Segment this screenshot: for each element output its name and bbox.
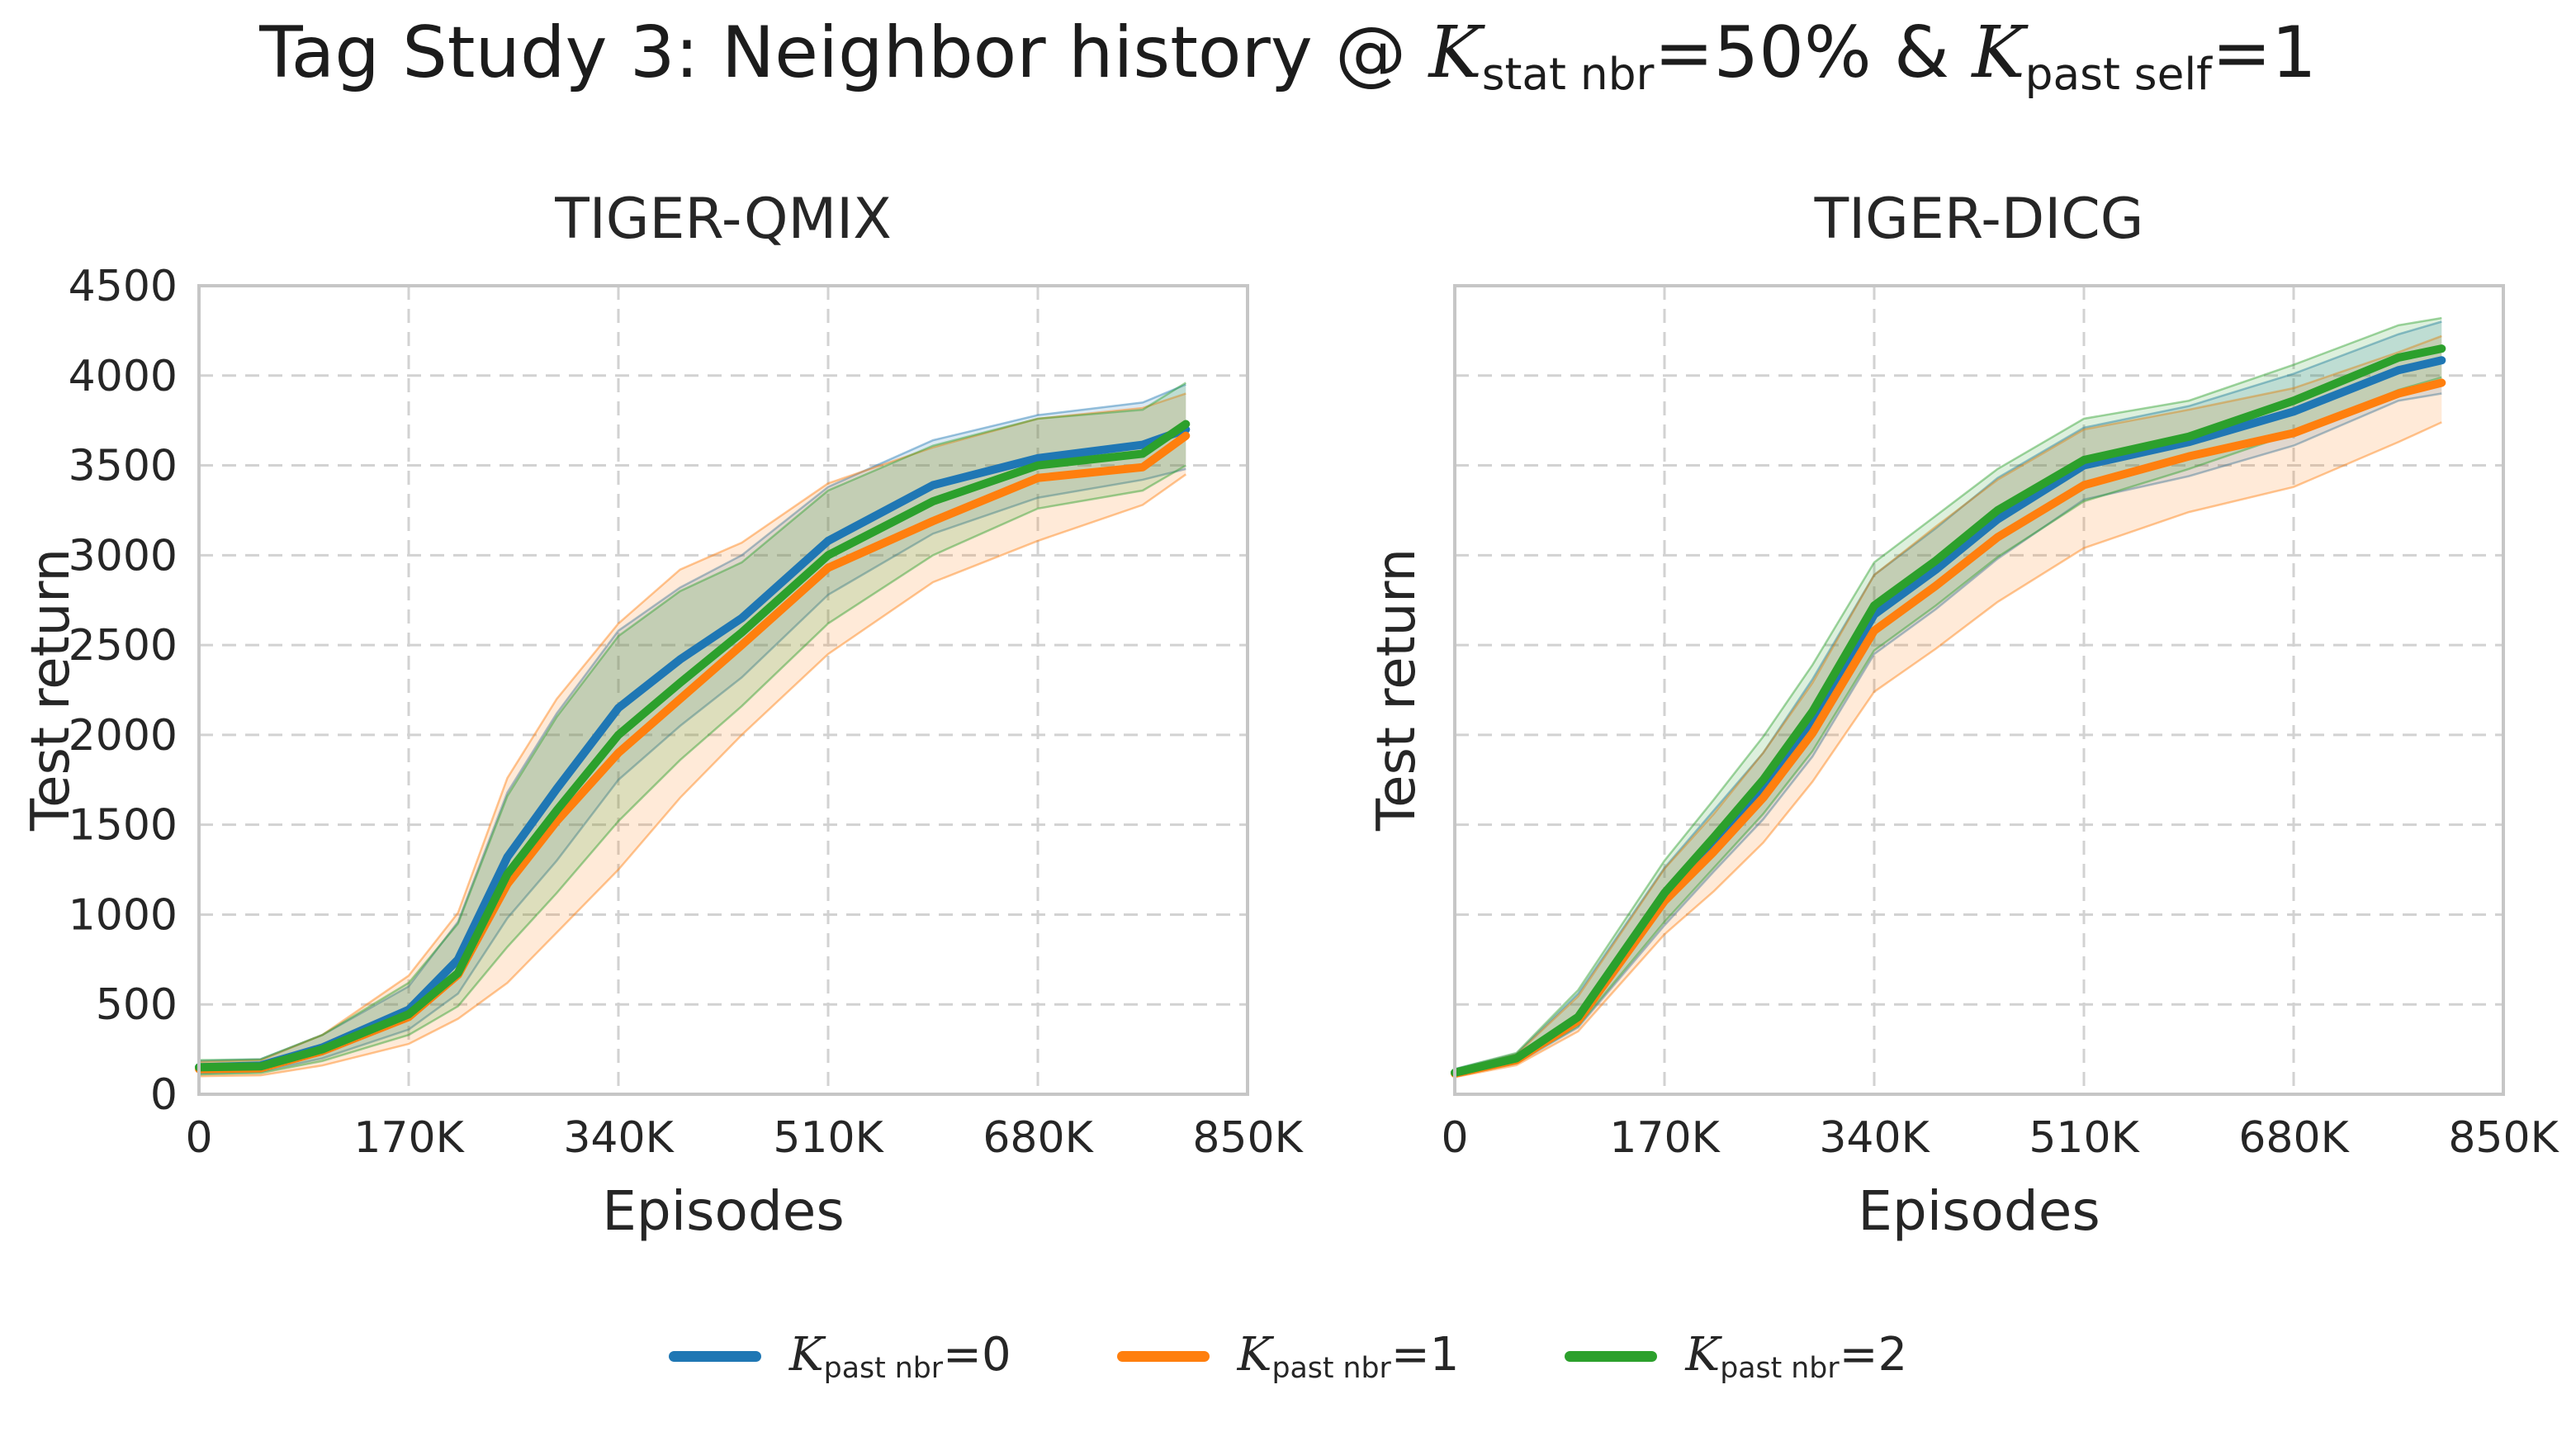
legend-k-symbol: K: [788, 1328, 824, 1382]
qmix-x-axis-label: Episodes: [602, 1179, 845, 1243]
legend-k-symbol: K: [1237, 1328, 1272, 1382]
svg-text:500: 500: [96, 980, 178, 1030]
figure-title-mid: =50% &: [1654, 12, 1972, 94]
svg-text:4000: 4000: [69, 352, 178, 401]
legend-label: Kpast nbr=0: [789, 1328, 1011, 1385]
dicg-y-axis-label: Test return: [1366, 548, 1428, 832]
svg-text:680K: 680K: [983, 1113, 1094, 1163]
svg-text:0: 0: [150, 1070, 178, 1120]
dicg-x-axis-label: Episodes: [1858, 1179, 2100, 1243]
svg-text:510K: 510K: [2029, 1113, 2140, 1163]
qmix-plot-title: TIGER-QMIX: [555, 187, 892, 252]
legend-k-subscript: past nbr: [1271, 1352, 1391, 1386]
figure-title-text: Tag Study 3: Neighbor history @: [259, 12, 1429, 94]
svg-text:3000: 3000: [69, 531, 178, 581]
figure-title-k2: K: [1972, 12, 2025, 94]
dicg-plot-title: TIGER-DICG: [1814, 187, 2144, 252]
svg-text:340K: 340K: [1819, 1113, 1930, 1163]
svg-text:680K: 680K: [2238, 1113, 2350, 1163]
svg-text:3500: 3500: [69, 442, 178, 491]
svg-text:850K: 850K: [1192, 1113, 1304, 1163]
figure-title-k2-subscript: past self: [2024, 48, 2212, 100]
legend-item-kpastnbr0: Kpast nbr=0: [668, 1328, 1011, 1385]
qmix-y-axis-label: Test return: [21, 548, 82, 832]
dicg-plot-canvas: 0 170K 340K 510K 680K 850K: [1441, 284, 2560, 1163]
svg-text:340K: 340K: [563, 1113, 675, 1163]
svg-text:850K: 850K: [2448, 1113, 2559, 1163]
legend: Kpast nbr=0 Kpast nbr=1 Kpast nbr=2: [0, 1328, 2576, 1385]
legend-line-swatch-blue: [668, 1351, 761, 1362]
svg-text:2500: 2500: [69, 621, 178, 671]
legend-label: Kpast nbr=2: [1685, 1328, 1907, 1385]
legend-item-kpastnbr2: Kpast nbr=2: [1565, 1328, 1907, 1385]
svg-text:510K: 510K: [773, 1113, 884, 1163]
figure-title-k1: K: [1428, 12, 1482, 94]
svg-text:1000: 1000: [69, 890, 178, 940]
legend-line-swatch-green: [1565, 1351, 1658, 1362]
figure-title-end: =1: [2211, 12, 2317, 94]
legend-k-value: =2: [1839, 1328, 1908, 1382]
legend-k-subscript: past nbr: [823, 1352, 944, 1386]
svg-text:4500: 4500: [69, 262, 178, 311]
legend-line-swatch-orange: [1116, 1351, 1210, 1362]
legend-k-subscript: past nbr: [1720, 1352, 1840, 1386]
figure-title-k1-subscript: stat nbr: [1481, 48, 1655, 100]
legend-k-value: =1: [1390, 1328, 1460, 1382]
svg-text:170K: 170K: [1609, 1113, 1721, 1163]
svg-text:0: 0: [185, 1113, 212, 1163]
legend-k-symbol: K: [1685, 1328, 1721, 1382]
svg-text:0: 0: [1441, 1113, 1468, 1163]
legend-label: Kpast nbr=1: [1238, 1328, 1460, 1385]
legend-k-value: =0: [943, 1328, 1011, 1382]
svg-text:1500: 1500: [69, 801, 178, 851]
legend-item-kpastnbr1: Kpast nbr=1: [1116, 1328, 1460, 1385]
figure-title: Tag Study 3: Neighbor history @ Kstat nb…: [0, 12, 2576, 100]
qmix-plot-canvas: 0 170K 340K 510K 680K 850K 0 500 1000 1500 2000 250…: [69, 262, 1305, 1163]
svg-text:2000: 2000: [69, 711, 178, 761]
svg-text:170K: 170K: [353, 1113, 465, 1163]
